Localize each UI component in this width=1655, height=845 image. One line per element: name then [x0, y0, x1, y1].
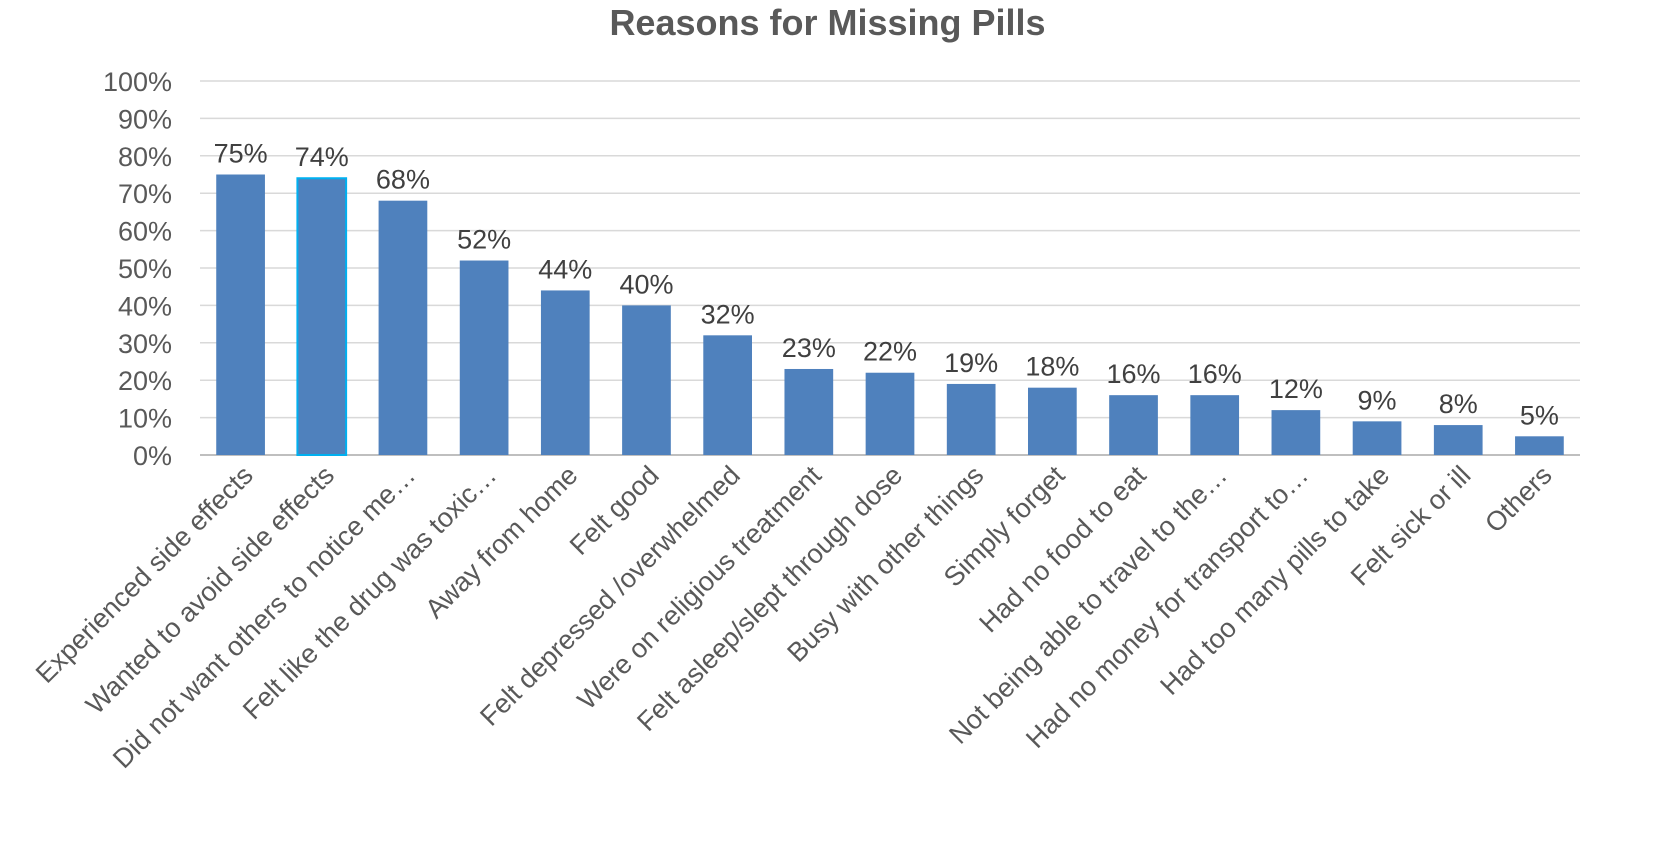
y-tick-label: 70% — [118, 179, 172, 209]
data-label: 18% — [1025, 352, 1079, 382]
bar — [459, 260, 509, 455]
bar — [784, 368, 834, 455]
data-label: 32% — [701, 299, 755, 329]
bar — [1028, 387, 1077, 455]
bar — [296, 177, 348, 457]
data-label: 9% — [1358, 385, 1397, 415]
y-tick-label: 10% — [118, 404, 172, 434]
y-tick-label: 40% — [118, 291, 172, 321]
bar — [378, 200, 428, 455]
bar — [1352, 421, 1402, 455]
category-label: Away from home — [419, 460, 583, 624]
y-tick-label: 90% — [118, 104, 172, 134]
data-label: 68% — [376, 165, 430, 195]
y-tick-label: 50% — [118, 254, 172, 284]
bar — [1190, 395, 1240, 455]
y-tick-label: 20% — [118, 366, 172, 396]
data-label: 40% — [619, 269, 673, 299]
category-label: Did not want others to notice me… — [107, 460, 421, 774]
data-labels: 75% 74% 68% 52% 44% 40% 32% 23% 22% 19% 18% 16% 16% 1… — [214, 139, 1559, 431]
data-label: 44% — [538, 254, 592, 284]
bar — [1515, 436, 1564, 455]
bar — [703, 335, 752, 455]
data-label: 5% — [1520, 400, 1559, 430]
data-label: 12% — [1269, 374, 1323, 404]
bar — [216, 174, 265, 455]
data-label: 75% — [214, 139, 268, 169]
data-label: 19% — [944, 348, 998, 378]
data-label: 16% — [1188, 359, 1242, 389]
y-tick-label: 0% — [133, 441, 172, 471]
bar — [622, 305, 671, 455]
bars — [216, 174, 1564, 457]
y-tick-label: 30% — [118, 329, 172, 359]
y-tick-label: 80% — [118, 142, 172, 172]
data-label: 16% — [1107, 359, 1161, 389]
bar — [865, 372, 915, 455]
bar — [946, 383, 996, 455]
y-tick-label: 60% — [118, 217, 172, 247]
chart-title: Reasons for Missing Pills — [609, 2, 1046, 43]
category-label: Others — [1479, 460, 1558, 539]
data-label: 8% — [1439, 389, 1478, 419]
data-label: 23% — [782, 333, 836, 363]
bar — [1109, 395, 1158, 455]
bar — [540, 290, 590, 455]
bar — [1433, 425, 1483, 455]
bar — [1271, 410, 1321, 455]
data-label: 22% — [863, 337, 917, 367]
y-tick-label: 100% — [103, 67, 172, 97]
data-label: 74% — [295, 142, 349, 172]
data-label: 52% — [457, 225, 511, 255]
